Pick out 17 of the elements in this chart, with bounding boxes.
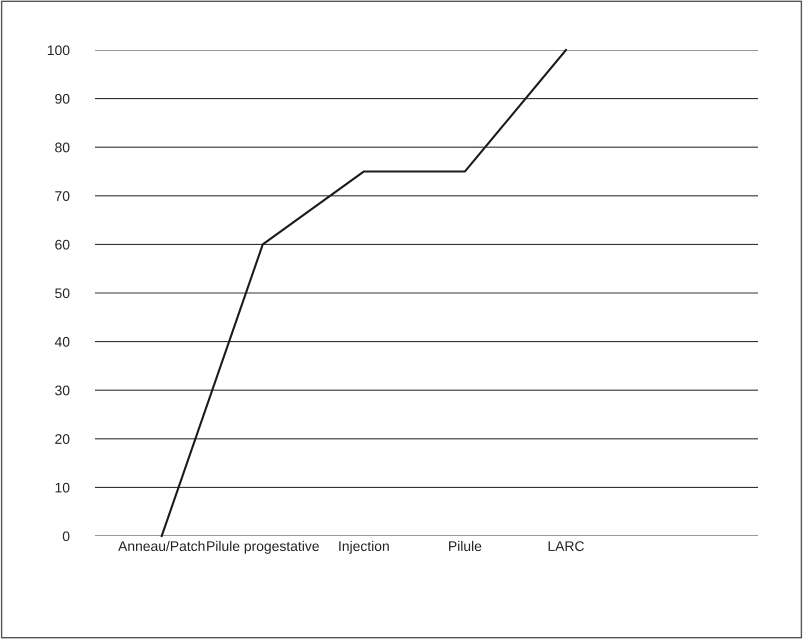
x-tick-label: Pilule <box>449 540 482 552</box>
x-tick-label: LARC <box>548 541 584 552</box>
y-tick-label: 70 <box>55 191 70 201</box>
y-tick-label: 20 <box>55 434 70 444</box>
y-tick-label: 50 <box>55 288 70 298</box>
y-tick-label: 0 <box>62 531 70 542</box>
y-tick-label: 60 <box>55 240 70 250</box>
y-tick-label: 90 <box>55 94 70 104</box>
x-tick-label: Pilule progestative <box>207 540 319 554</box>
y-tick-label: 10 <box>56 482 70 493</box>
x-tick-label: Injection <box>339 540 389 554</box>
line-series <box>160 48 568 538</box>
y-tick-label: 100 <box>48 45 70 56</box>
y-tick-label: 80 <box>55 142 70 152</box>
y-tick-label: 40 <box>54 336 70 347</box>
y-tick-label: 30 <box>55 386 70 396</box>
x-tick-label: Anneau/Patch <box>118 540 204 552</box>
